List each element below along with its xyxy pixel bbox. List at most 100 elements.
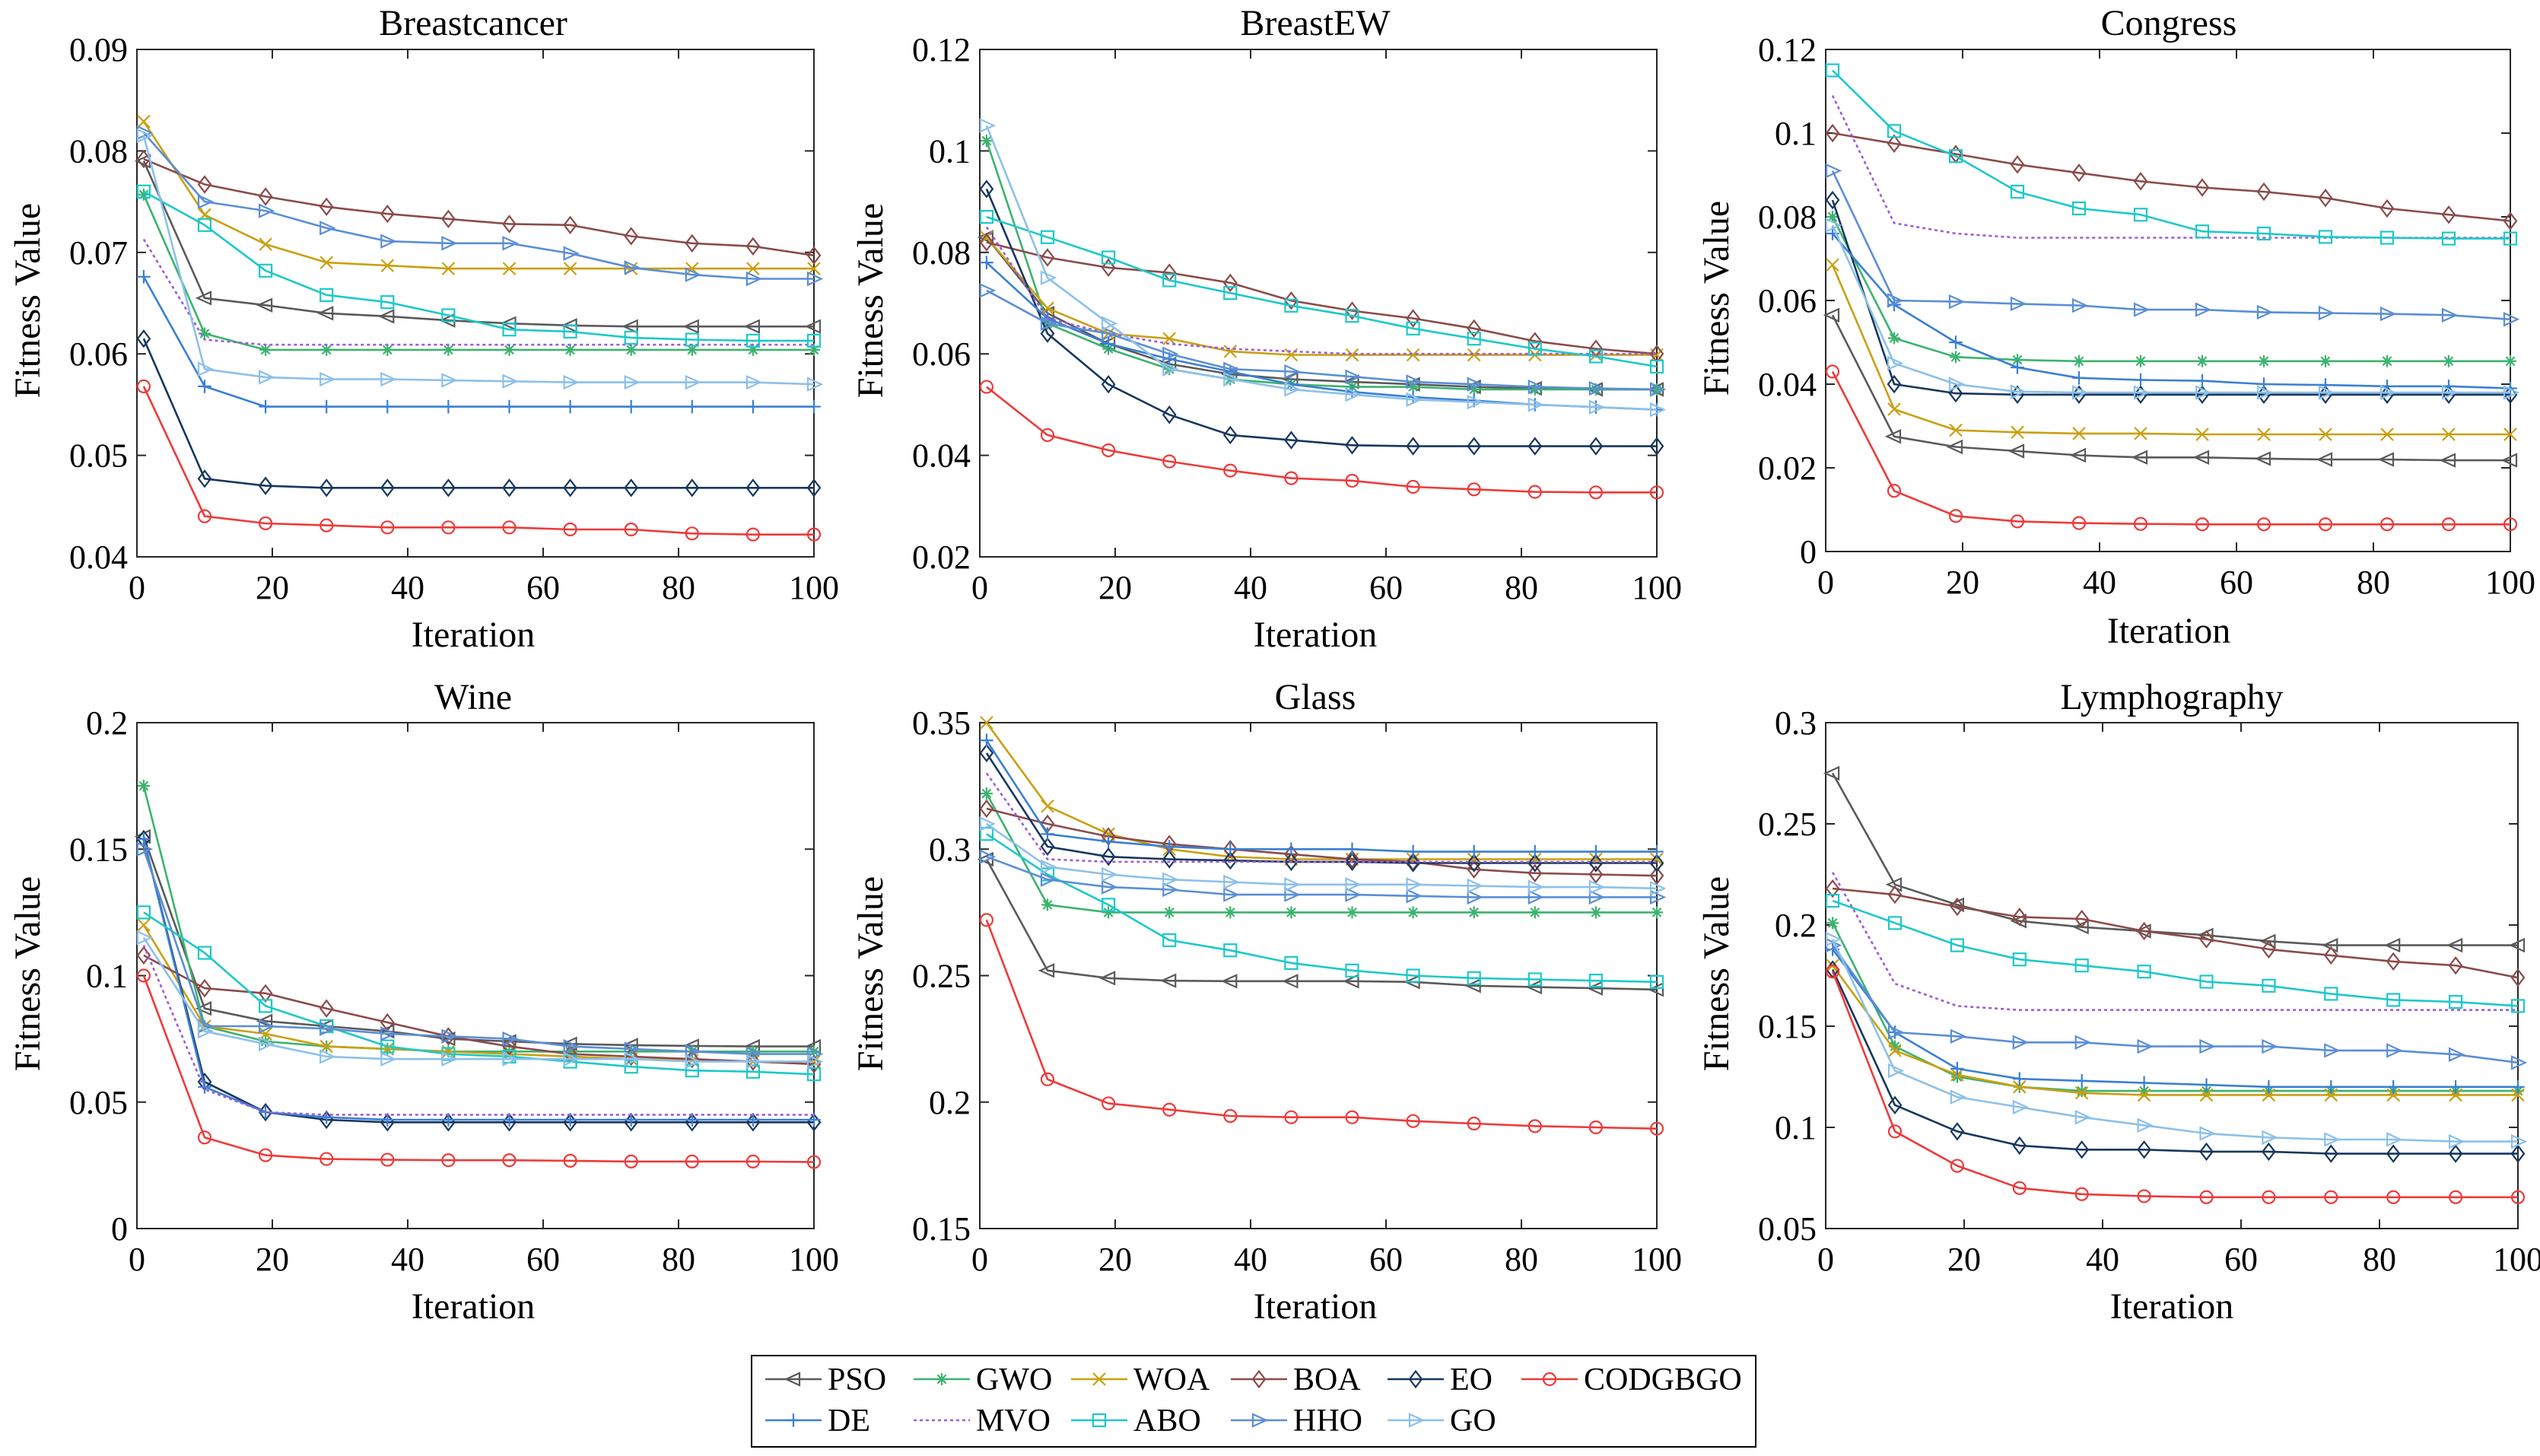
data-point-marker	[564, 343, 577, 356]
data-point-marker	[259, 1036, 275, 1051]
data-point-marker	[1826, 258, 1839, 272]
data-point-marker	[2324, 1190, 2338, 1204]
data-point-marker	[745, 478, 761, 498]
data-point-marker	[1223, 943, 1238, 958]
data-point-marker	[380, 295, 395, 310]
data-point-marker	[2071, 164, 2087, 183]
data-point-marker	[502, 1031, 519, 1047]
legend-sample	[1388, 1413, 1444, 1428]
series-abo	[136, 184, 822, 348]
data-point-marker	[1887, 1095, 1903, 1114]
data-point-marker	[2199, 1038, 2216, 1054]
y-tick-label: 0.08	[912, 234, 971, 272]
data-point-marker	[2323, 946, 2338, 965]
data-point-marker	[503, 343, 516, 356]
series-line	[985, 772, 1657, 863]
legend-item-go: GO	[1388, 1404, 1496, 1439]
chart-title: Lymphography	[2060, 677, 2283, 717]
data-point-marker	[2379, 517, 2395, 532]
y-tick-label: 0.1	[86, 958, 128, 995]
data-point-marker	[137, 114, 151, 129]
data-point-marker	[2256, 304, 2274, 320]
data-point-marker	[1950, 351, 1962, 364]
data-point-marker	[980, 256, 993, 269]
data-point-marker	[2074, 958, 2089, 973]
data-point-marker	[2137, 1038, 2154, 1054]
data-point-marker	[2199, 1142, 2214, 1162]
data-point-marker	[1284, 471, 1299, 485]
data-point-marker	[1649, 889, 1667, 905]
data-point-marker	[1408, 1369, 1423, 1389]
series-line	[986, 822, 1658, 890]
data-point-marker	[2379, 199, 2395, 218]
data-point-marker	[2441, 231, 2456, 246]
data-point-marker	[380, 399, 395, 414]
data-point-marker	[502, 215, 517, 234]
legend-item-hho: HHO	[1231, 1404, 1362, 1439]
legend-label: HHO	[1293, 1404, 1362, 1439]
data-point-marker	[2069, 447, 2087, 463]
y-tick-label: 0.05	[1758, 1210, 1817, 1248]
data-point-marker	[1406, 877, 1423, 892]
data-point-marker	[441, 1051, 458, 1067]
data-point-marker	[258, 984, 273, 1003]
data-point-marker	[1887, 484, 1902, 498]
legend-item-boa: BOA	[1231, 1362, 1361, 1397]
data-point-marker	[2010, 184, 2025, 199]
series-mvo	[1831, 872, 2518, 1011]
data-point-marker	[2196, 354, 2208, 367]
data-point-marker	[1649, 1121, 1664, 1136]
data-point-marker	[1588, 349, 1603, 364]
legend-item-de: DE	[765, 1404, 870, 1439]
data-point-marker	[2262, 1142, 2276, 1162]
data-point-marker	[1949, 423, 1963, 437]
data-point-marker	[198, 380, 211, 393]
x-tick-label: 100	[789, 1241, 839, 1278]
series-line	[986, 215, 1658, 368]
data-point-marker	[1467, 332, 1481, 346]
data-point-marker	[2318, 305, 2335, 321]
chart-plot-glass: 0.15 0.2 0.25 0.3 0.35 0 20 40 60 80 100	[912, 704, 1682, 1278]
data-point-marker	[807, 399, 821, 414]
data-point-marker	[319, 221, 336, 236]
chart-title: Breastcancer	[379, 3, 567, 43]
data-point-marker	[1649, 382, 1667, 397]
data-point-marker	[503, 1045, 516, 1058]
series-line	[1832, 965, 2518, 1096]
series-pso	[977, 851, 1664, 997]
data-point-marker	[1284, 382, 1301, 397]
data-point-marker	[1162, 840, 1176, 854]
data-point-marker	[807, 262, 821, 275]
data-point-marker	[378, 309, 395, 324]
y-axis-label: Fitness Value	[1696, 201, 1737, 396]
data-point-marker	[1345, 473, 1359, 488]
legend-item-mvo: MVO	[914, 1404, 1051, 1439]
data-point-marker	[2195, 178, 2210, 197]
chart-panel-glass: Glass Iteration Fitness Value	[850, 677, 1377, 1327]
data-point-marker	[2133, 517, 2148, 531]
data-point-marker	[685, 1054, 702, 1070]
series-go	[1826, 931, 2528, 1149]
series-codgbgo	[979, 380, 1664, 500]
series-line	[1831, 968, 2518, 1155]
data-point-marker	[1162, 1102, 1177, 1117]
y-tick-label: 0.05	[69, 437, 128, 475]
data-point-marker	[1101, 898, 1116, 912]
x-tick-label: 40	[391, 1241, 424, 1278]
legend-label: CODGBGO	[1584, 1362, 1742, 1397]
data-point-marker	[1826, 211, 1839, 223]
chart-plot-breastcancer: 0.04 0.05 0.06 0.07 0.08 0.09 0 20 40 60 80 100	[69, 31, 839, 606]
data-point-marker	[2137, 1189, 2151, 1203]
data-point-marker	[2133, 172, 2148, 191]
series-hho	[1826, 937, 2528, 1070]
data-point-marker	[1162, 850, 1177, 869]
data-point-marker	[2449, 1133, 2465, 1149]
y-tick-label: 0.35	[912, 704, 971, 742]
series-line	[1831, 772, 2518, 946]
data-point-marker	[1041, 827, 1054, 841]
data-point-marker	[2010, 155, 2025, 174]
data-point-marker	[1650, 844, 1664, 859]
chart-panel-wine: Wine Iteration Fitness Value	[8, 677, 535, 1327]
data-point-marker	[685, 526, 699, 541]
series-line	[1831, 370, 2510, 526]
